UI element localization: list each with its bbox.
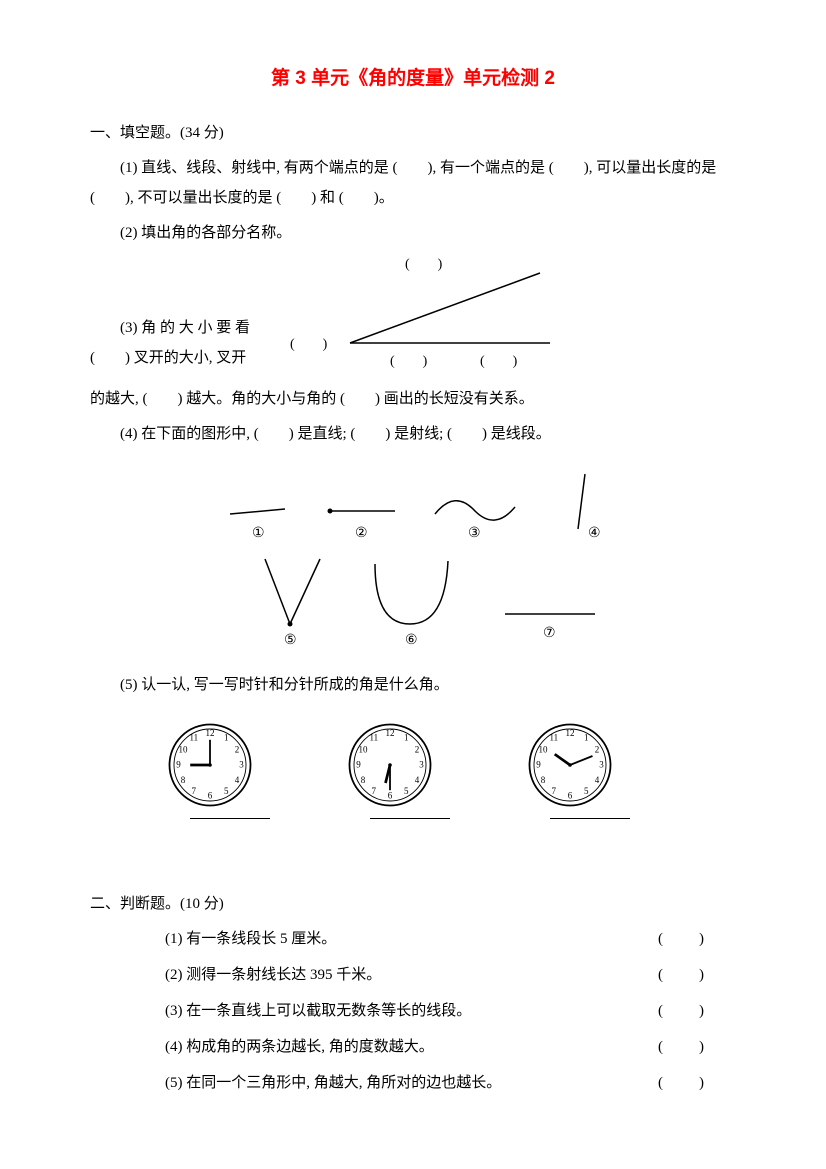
shape-5b xyxy=(290,559,320,624)
svg-text:9: 9 xyxy=(176,760,181,770)
svg-text:8: 8 xyxy=(181,775,186,785)
svg-text:7: 7 xyxy=(192,786,197,796)
question-1: (1) 直线、线段、射线中, 有两个端点的是 ( ), 有一个端点的是 ( ),… xyxy=(90,153,736,213)
svg-text:3: 3 xyxy=(419,760,424,770)
svg-text:10: 10 xyxy=(179,744,189,754)
question-3-part3: 的越大, ( ) 越大。角的大小与角的 ( ) 画出的长短没有关系。 xyxy=(90,384,736,414)
page-title: 第 3 单元《角的度量》单元检测 2 xyxy=(90,60,736,98)
svg-text:3: 3 xyxy=(599,760,604,770)
svg-text:2: 2 xyxy=(415,744,420,754)
question-5: (5) 认一认, 写一写时针和分针所成的角是什么角。 xyxy=(90,670,736,700)
angle-label-top: ( ) xyxy=(405,257,443,272)
clock-2: 12 12 3 45 6 78 9 1011 xyxy=(330,720,450,819)
shapes-diagram: ① ② ③ ④ ⑤ ⑥ ⑦ xyxy=(210,469,736,660)
svg-text:9: 9 xyxy=(536,760,541,770)
svg-text:12: 12 xyxy=(566,728,575,738)
angle-ray-upper xyxy=(350,273,540,343)
shape-label-2: ② xyxy=(355,526,368,541)
svg-text:7: 7 xyxy=(372,786,377,796)
shape-label-1: ① xyxy=(252,526,265,541)
svg-text:9: 9 xyxy=(356,760,361,770)
svg-text:2: 2 xyxy=(595,744,600,754)
clock-3-answer-line xyxy=(550,818,630,819)
svg-text:1: 1 xyxy=(404,733,409,743)
question-2: (2) 填出角的各部分名称。 xyxy=(90,218,736,248)
svg-text:8: 8 xyxy=(541,775,546,785)
judge-paren-3: ( ) xyxy=(658,996,706,1026)
shape-5-dot xyxy=(288,622,293,627)
svg-text:5: 5 xyxy=(584,786,589,796)
svg-text:4: 4 xyxy=(235,775,240,785)
svg-text:5: 5 xyxy=(404,786,409,796)
svg-text:1: 1 xyxy=(584,733,589,743)
shape-5a xyxy=(265,559,290,624)
shape-1 xyxy=(230,509,285,514)
question-4: (4) 在下面的图形中, ( ) 是直线; ( ) 是射线; ( ) 是线段。 xyxy=(90,419,736,449)
question-3-part1: (3) 角 的 大 小 要 看 xyxy=(90,313,290,343)
svg-text:11: 11 xyxy=(549,733,558,743)
judge-text-5: (5) 在同一个三角形中, 角越大, 角所对的边也越长。 xyxy=(165,1068,501,1098)
judge-paren-2: ( ) xyxy=(658,960,706,990)
svg-text:11: 11 xyxy=(369,733,378,743)
judge-item-1: (1) 有一条线段长 5 厘米。 ( ) xyxy=(90,924,736,954)
judge-paren-1: ( ) xyxy=(658,924,706,954)
svg-text:12: 12 xyxy=(386,728,395,738)
judge-paren-4: ( ) xyxy=(658,1032,706,1062)
svg-text:2: 2 xyxy=(235,744,240,754)
svg-text:10: 10 xyxy=(539,744,549,754)
svg-text:4: 4 xyxy=(415,775,420,785)
svg-text:6: 6 xyxy=(388,790,393,800)
question-3-part2: ( ) 叉开的大小, 叉开 xyxy=(90,343,290,373)
shape-6 xyxy=(375,561,448,624)
angle-label-left: ( ) xyxy=(290,337,328,352)
clocks-row: 1212 345 678 91011 1212 345 678 91011 xyxy=(150,720,736,819)
judge-item-3: (3) 在一条直线上可以截取无数条等长的线段。 ( ) xyxy=(90,996,736,1026)
judge-text-4: (4) 构成角的两条边越长, 角的度数越大。 xyxy=(165,1032,434,1062)
shape-label-3: ③ xyxy=(468,526,481,541)
clock-1-answer-line xyxy=(190,818,270,819)
svg-text:1: 1 xyxy=(224,733,229,743)
shape-label-7: ⑦ xyxy=(543,626,556,641)
clock-3: 12 12 3 45 6 78 9 1011 xyxy=(510,720,630,819)
judge-text-3: (3) 在一条直线上可以截取无数条等长的线段。 xyxy=(165,996,471,1026)
shape-4 xyxy=(578,474,585,529)
svg-text:11: 11 xyxy=(189,733,198,743)
angle-diagram: ( ) ( ) ( ) ( ) xyxy=(290,253,570,384)
section2-header: 二、判断题。(10 分) xyxy=(90,889,736,919)
angle-label-bottom2: ( ) xyxy=(480,354,518,369)
svg-text:6: 6 xyxy=(208,790,213,800)
judge-item-4: (4) 构成角的两条边越长, 角的度数越大。 ( ) xyxy=(90,1032,736,1062)
svg-text:10: 10 xyxy=(359,744,369,754)
svg-text:6: 6 xyxy=(568,790,573,800)
judge-item-2: (2) 测得一条射线长达 395 千米。 ( ) xyxy=(90,960,736,990)
svg-text:8: 8 xyxy=(361,775,366,785)
svg-text:3: 3 xyxy=(239,760,244,770)
clock-2-answer-line xyxy=(370,818,450,819)
judge-text-1: (1) 有一条线段长 5 厘米。 xyxy=(165,924,336,954)
svg-text:5: 5 xyxy=(224,786,229,796)
shape-3 xyxy=(435,501,515,520)
judge-text-2: (2) 测得一条射线长达 395 千米。 xyxy=(165,960,381,990)
shape-label-5: ⑤ xyxy=(284,633,297,648)
judge-item-5: (5) 在同一个三角形中, 角越大, 角所对的边也越长。 ( ) xyxy=(90,1068,736,1098)
clock-1: 12 12 3 45 6 78 9 1011 xyxy=(150,720,270,819)
judge-paren-5: ( ) xyxy=(658,1068,706,1098)
angle-label-bottom1: ( ) xyxy=(390,354,428,369)
shape-label-6: ⑥ xyxy=(405,633,418,648)
svg-text:4: 4 xyxy=(595,775,600,785)
svg-text:7: 7 xyxy=(552,786,557,796)
shape-label-4: ④ xyxy=(588,526,601,541)
svg-text:12: 12 xyxy=(206,728,215,738)
section1-header: 一、填空题。(34 分) xyxy=(90,118,736,148)
